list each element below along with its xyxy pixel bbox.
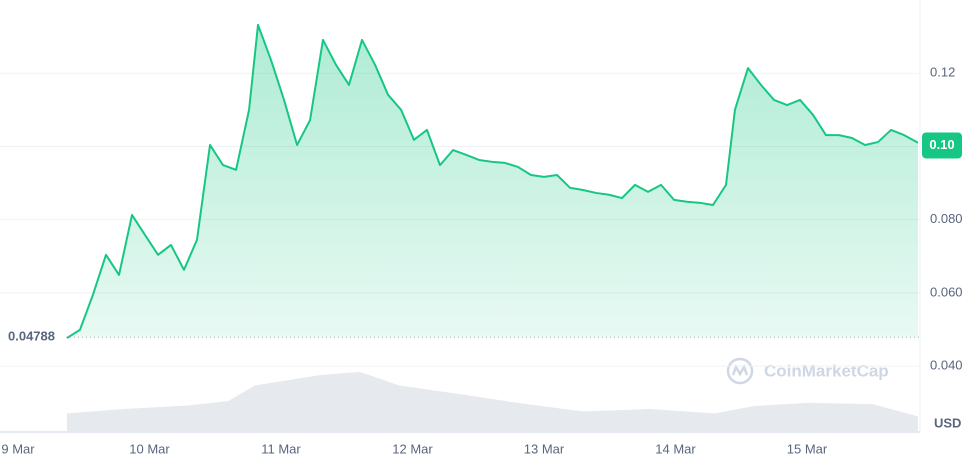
x-tick-label: 14 Mar: [655, 441, 696, 456]
y-tick-label: 0.060: [930, 284, 963, 299]
price-line: [66, 23, 919, 338]
x-tick-label: 13 Mar: [524, 441, 565, 456]
price-area: [68, 24, 918, 338]
reference-label: 0.04788: [8, 329, 55, 344]
watermark: CoinMarketCap: [764, 361, 889, 380]
current-price-label: 0.10: [929, 137, 954, 152]
y-tick-label: 0.040: [930, 358, 963, 373]
reference-badge: [0, 328, 64, 347]
volume-area: [67, 371, 919, 432]
currency-label: USD: [934, 415, 961, 430]
watermark-logo: [726, 357, 754, 385]
current-price-badge: [922, 132, 962, 159]
y-tick-label: 0.12: [930, 65, 955, 80]
x-tick-label: 9 Mar: [1, 441, 35, 456]
y-tick-label: 0.080: [930, 211, 963, 226]
x-tick-label: 10 Mar: [129, 441, 170, 456]
x-tick-label: 11 Mar: [261, 441, 301, 456]
x-tick-label: 12 Mar: [392, 441, 433, 456]
x-tick-label: 15 Mar: [787, 441, 828, 456]
